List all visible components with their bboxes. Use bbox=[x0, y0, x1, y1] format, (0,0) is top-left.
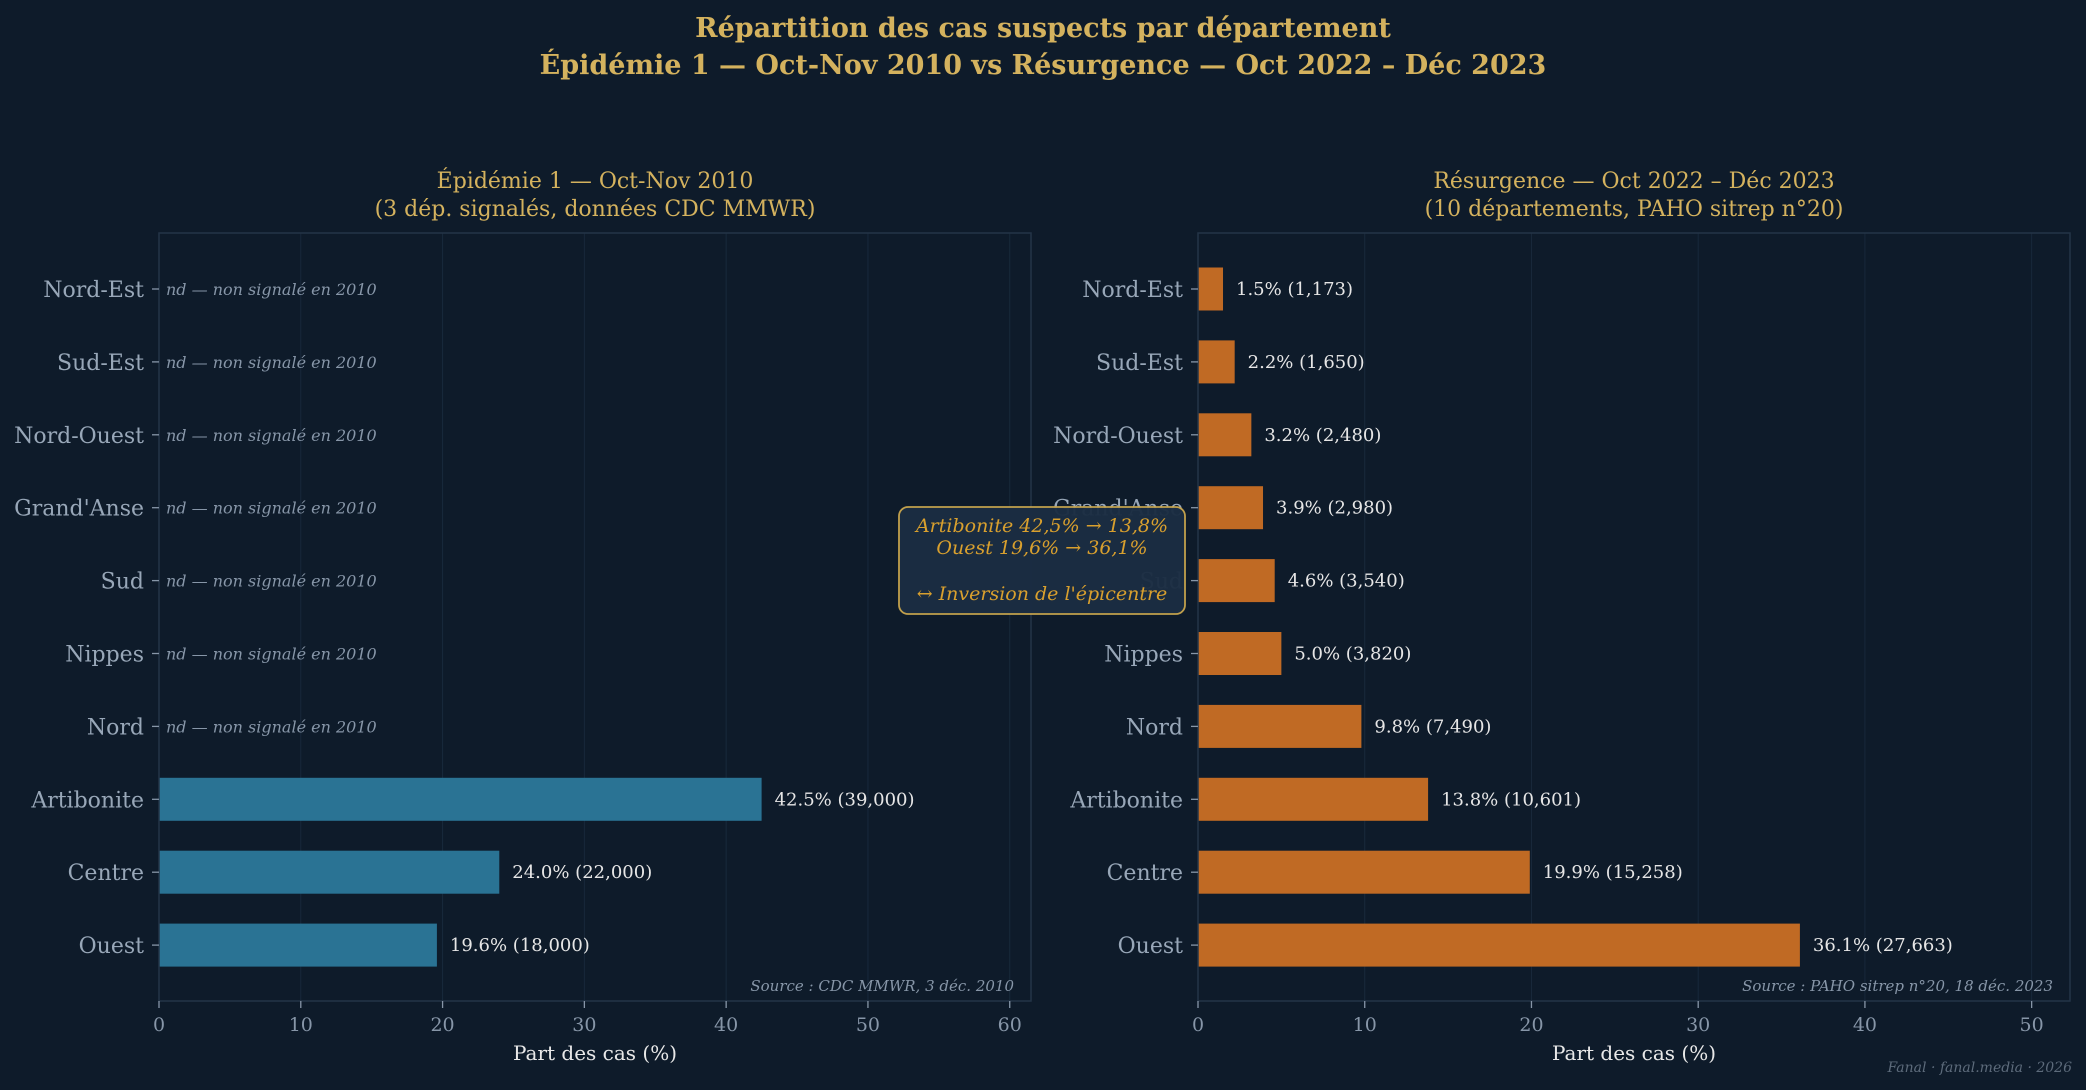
panel-epidemic-2010: Épidémie 1 — Oct-Nov 2010 (3 dép. signal… bbox=[14, 167, 1032, 1065]
annotation-line2: Ouest 19,6% → 36,1% bbox=[936, 537, 1147, 559]
panel-2022-value-labels: 1.5% (1,173) 2.2% (1,650) 3.2% (2,480) 3.9%… bbox=[1236, 279, 1953, 956]
p2010-bar bbox=[159, 923, 437, 967]
epicentre-annotation: Artibonite 42,5% → 13,8% Ouest 19,6% → 3… bbox=[898, 506, 1186, 615]
p2022-category-label: Artibonite bbox=[1069, 788, 1183, 813]
annotation-box bbox=[898, 506, 1186, 615]
p2022-value-label: 36.1% (27,663) bbox=[1813, 935, 1953, 956]
panel-2022-title-line1: Résurgence — Oct 2022 – Déc 2023 bbox=[1433, 169, 1834, 194]
p2022-value-label: 2.2% (1,650) bbox=[1248, 352, 1365, 373]
p2010-missing-label: nd — non signalé en 2010 bbox=[166, 353, 377, 372]
p2022-value-label: 1.5% (1,173) bbox=[1236, 279, 1353, 300]
p2022-category-label: Nord bbox=[1126, 715, 1183, 740]
p2022-x-tick-label: 50 bbox=[2020, 1014, 2044, 1036]
p2022-x-tick-label: 10 bbox=[1353, 1014, 1377, 1036]
p2010-x-tick-label: 40 bbox=[714, 1014, 738, 1036]
p2022-value-label: 4.6% (3,540) bbox=[1288, 571, 1405, 592]
p2022-bar bbox=[1198, 632, 1282, 675]
p2010-missing-label: nd — non signalé en 2010 bbox=[166, 426, 377, 445]
p2022-bar bbox=[1198, 486, 1264, 530]
p2010-x-tick-label: 0 bbox=[153, 1014, 165, 1036]
panel-2010-frame bbox=[158, 232, 1032, 1002]
p2010-x-tick-label: 50 bbox=[856, 1014, 880, 1036]
panel-2010-gridlines bbox=[158, 233, 1011, 1001]
p2022-bar bbox=[1198, 559, 1275, 603]
panel-2022-category-labels: Nord-EstSud-EstNord-OuestGrand'AnseSudNi… bbox=[1053, 278, 1183, 959]
panel-2022-x-axis: 0 10 20 30 40 50 bbox=[1191, 288, 2044, 1036]
p2022-value-label: 13.8% (10,601) bbox=[1441, 789, 1581, 810]
p2022-category-label: Nord-Est bbox=[1082, 278, 1183, 303]
figure-title-line2: Épidémie 1 — Oct-Nov 2010 vs Résurgence … bbox=[540, 48, 1547, 81]
p2022-category-label: Sud-Est bbox=[1096, 351, 1183, 376]
panel-2010-title-line1: Épidémie 1 — Oct-Nov 2010 bbox=[437, 167, 754, 194]
panel-2010-value-labels: nd — non signalé en 2010 nd — non signalé… bbox=[166, 280, 915, 956]
p2010-x-tick-label: 10 bbox=[289, 1014, 313, 1036]
panel-2010-x-label: Part des cas (%) bbox=[513, 1041, 677, 1065]
p2022-category-label: Ouest bbox=[1118, 934, 1184, 959]
p2022-x-tick-label: 20 bbox=[1519, 1014, 1543, 1036]
figure-title-line1: Répartition des cas suspects par départe… bbox=[695, 13, 1391, 44]
p2010-category-label: Nord bbox=[87, 715, 144, 740]
p2022-bar bbox=[1198, 777, 1429, 821]
credit: Fanal · fanal.media · 2026 bbox=[1887, 1060, 2073, 1076]
p2022-bar bbox=[1198, 267, 1224, 311]
p2010-x-tick-label: 20 bbox=[430, 1014, 454, 1036]
p2010-missing-label: nd — non signalé en 2010 bbox=[166, 572, 377, 591]
p2010-category-label: Nippes bbox=[65, 643, 144, 668]
p2010-category-label: Sud-Est bbox=[57, 351, 144, 376]
panel-2010-title-line2: (3 dép. signalés, données CDC MMWR) bbox=[375, 197, 816, 222]
p2010-category-label: Ouest bbox=[79, 934, 145, 959]
p2022-value-label: 19.9% (15,258) bbox=[1543, 862, 1683, 883]
p2022-bar bbox=[1198, 704, 1362, 748]
p2022-category-label: Centre bbox=[1107, 861, 1183, 886]
p2010-missing-label: nd — non signalé en 2010 bbox=[166, 499, 377, 518]
panel-2022-x-label: Part des cas (%) bbox=[1552, 1041, 1716, 1065]
panel-2022-bars bbox=[1198, 267, 1800, 967]
annotation-line3: ↔ Inversion de l'épicentre bbox=[917, 583, 1168, 605]
p2010-category-label: Nord-Ouest bbox=[14, 424, 144, 449]
p2022-bar bbox=[1198, 340, 1235, 384]
p2010-category-label: Artibonite bbox=[30, 788, 144, 813]
p2010-category-label: Nord-Est bbox=[43, 278, 144, 303]
p2010-missing-label: nd — non signalé en 2010 bbox=[166, 717, 377, 736]
panel-2010-category-labels: Nord-Est Sud-Est Nord-Ouest Grand'Anse Sud Ni… bbox=[14, 278, 144, 959]
p2010-value-label: 42.5% (39,000) bbox=[775, 789, 915, 810]
p2010-bar bbox=[159, 777, 762, 821]
p2022-x-tick-label: 0 bbox=[1192, 1014, 1204, 1036]
panel-2022-source: Source : PAHO sitrep n°20, 18 déc. 2023 bbox=[1742, 977, 2053, 995]
p2022-bar bbox=[1198, 850, 1530, 894]
panel-2010-source: Source : CDC MMWR, 3 déc. 2010 bbox=[750, 977, 1014, 995]
p2022-bar bbox=[1198, 413, 1252, 457]
p2010-x-tick-label: 60 bbox=[998, 1014, 1022, 1036]
panel-2022-title-line2: (10 départements, PAHO sitrep n°20) bbox=[1425, 197, 1844, 222]
p2010-value-label: 19.6% (18,000) bbox=[450, 935, 590, 956]
p2022-category-label: Nippes bbox=[1104, 643, 1183, 668]
p2022-value-label: 3.9% (2,980) bbox=[1276, 498, 1393, 519]
p2010-category-label: Grand'Anse bbox=[14, 497, 144, 522]
p2010-x-tick-label: 30 bbox=[572, 1014, 596, 1036]
p2010-value-label: 24.0% (22,000) bbox=[512, 862, 652, 883]
p2022-value-label: 5.0% (3,820) bbox=[1294, 644, 1411, 665]
panel-resurgence-2022: Résurgence — Oct 2022 – Déc 2023 (10 dép… bbox=[1053, 169, 2071, 1065]
p2010-category-label: Centre bbox=[68, 861, 144, 886]
p2022-bar bbox=[1198, 923, 1800, 967]
panel-2022-frame bbox=[1197, 232, 2071, 1002]
p2010-missing-label: nd — non signalé en 2010 bbox=[166, 645, 377, 664]
annotation-line1: Artibonite 42,5% → 13,8% bbox=[914, 515, 1168, 537]
p2022-x-tick-label: 40 bbox=[1853, 1014, 1877, 1036]
panel-2010-bars bbox=[159, 777, 762, 967]
p2022-value-label: 3.2% (2,480) bbox=[1264, 425, 1381, 446]
p2010-bar bbox=[159, 850, 500, 894]
p2022-x-tick-label: 30 bbox=[1686, 1014, 1710, 1036]
p2010-missing-label: nd — non signalé en 2010 bbox=[166, 280, 377, 299]
p2022-value-label: 9.8% (7,490) bbox=[1374, 716, 1491, 737]
p2022-category-label: Nord-Ouest bbox=[1053, 424, 1183, 449]
panel-2010-x-axis: 0 10 20 30 40 50 60 bbox=[152, 288, 1022, 1036]
p2010-category-label: Sud bbox=[101, 570, 144, 595]
